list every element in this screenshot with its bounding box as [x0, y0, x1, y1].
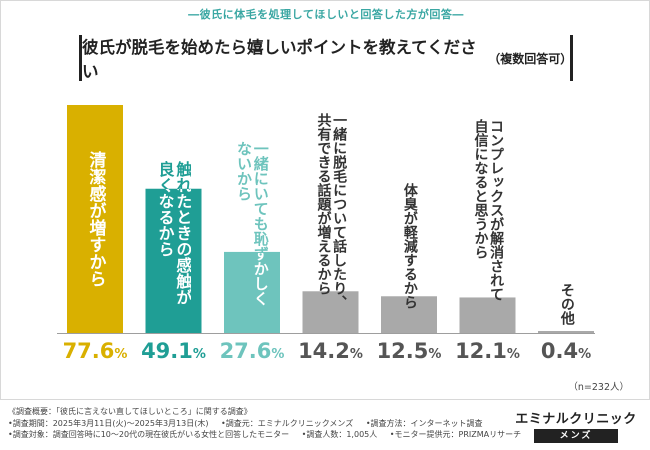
sample-size-note: （n=232人） — [568, 382, 629, 393]
value-number-7: 0.4 — [540, 339, 579, 363]
value-number-5: 12.5 — [376, 339, 429, 363]
value-number-6: 12.1 — [455, 339, 507, 363]
value-number-1: 77.6 — [62, 339, 115, 363]
survey-target: •調査対象：調査回答時に10～20代の現在彼氏がいる女性と回答したモニター — [8, 430, 290, 440]
value-unit-5: % — [428, 347, 442, 362]
clinic-logo: エミナルクリニック メンズ — [510, 408, 642, 443]
survey-count: •調査人数：1,005人 — [301, 430, 378, 440]
bar-4 — [302, 291, 359, 333]
chart-title: 彼氏が脱毛を始めたら嬉しいポイントを教えてください — [82, 38, 477, 81]
category-label-7: その他 — [558, 283, 575, 325]
value-label-7: 0.4% — [520, 339, 612, 363]
bar-2 — [145, 188, 202, 333]
value-unit-3: % — [271, 347, 285, 362]
bar-7 — [538, 331, 594, 333]
survey-details-row-2: •調査対象：調査回答時に10～20代の現在彼氏がいる女性と回答したモニター •調… — [8, 429, 531, 441]
value-unit-7: % — [578, 347, 592, 362]
bar-5 — [381, 296, 437, 333]
value-number-3: 27.6 — [219, 339, 272, 363]
bar-chart — [57, 105, 595, 334]
value-label-3: 27.6% — [206, 339, 298, 363]
clinic-logo-band: メンズ — [534, 429, 618, 443]
survey-provider: •モニター提供元：PRIZMAリサーチ — [389, 430, 522, 440]
value-number-4: 14.2 — [298, 339, 350, 363]
survey-details-row-1: •調査期間：2025年3月11日(火)～2025年3月13日(木) •調査元：エ… — [8, 418, 531, 430]
category-label-6: コンプレックスが解消されて 自信になると思うから — [472, 119, 505, 301]
chart-frame: ―彼氏に体毛を処理してほしいと回答した方が回答― 彼氏が脱毛を始めたら嬉しいポイ… — [0, 0, 650, 400]
value-label-2: 49.1% — [128, 339, 220, 363]
bar-1 — [67, 105, 123, 333]
bar-3 — [224, 251, 280, 333]
chart-title-box: 彼氏が脱毛を始めたら嬉しいポイントを教えてください （複数回答可） — [79, 35, 573, 81]
value-label-4: 14.2% — [285, 339, 377, 363]
value-label-6: 12.1% — [442, 339, 534, 363]
value-number-2: 49.1 — [141, 339, 193, 363]
survey-method: •調査方法：インターネット調査 — [365, 418, 483, 428]
value-unit-2: % — [192, 347, 206, 362]
category-label-1: 清潔感が増すから — [85, 151, 106, 287]
category-label-2: 触れたときの感触が 良くなるから — [155, 161, 193, 305]
value-unit-6: % — [506, 347, 520, 362]
survey-footer: 《調査概要：「彼氏に言えない直してほしいところ」に関する調査》 •調査期間：20… — [8, 406, 531, 441]
value-unit-4: % — [349, 347, 363, 362]
survey-overview: 《調査概要：「彼氏に言えない直してほしいところ」に関する調査》 — [8, 407, 252, 416]
chart-subtitle: ―彼氏に体毛を処理してほしいと回答した方が回答― — [188, 8, 464, 21]
survey-period: •調査期間：2025年3月11日(火)～2025年3月13日(木) — [8, 418, 209, 428]
category-label-3: 一緒にいても恥ずかしく ないから — [234, 141, 270, 306]
value-unit-1: % — [114, 347, 128, 362]
category-label-5: 体臭が軽減するから — [401, 183, 418, 309]
chart-title-note: （複数回答可） — [488, 51, 573, 66]
category-label-4: 一緒に脱毛について話したり、 共有できる話題が増えるから — [315, 113, 348, 309]
value-label-1: 77.6% — [49, 339, 141, 363]
survey-source: •調査元：エミナルクリニックメンズ — [221, 418, 354, 428]
bar-6 — [459, 297, 516, 333]
value-label-5: 12.5% — [363, 339, 455, 363]
clinic-logo-name: エミナルクリニック — [515, 412, 637, 427]
